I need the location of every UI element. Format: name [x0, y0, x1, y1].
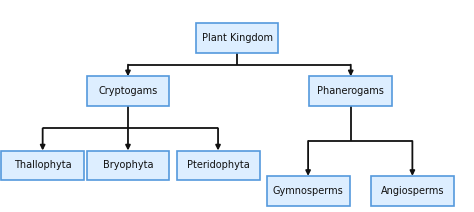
Text: Thallophyta: Thallophyta — [14, 160, 72, 170]
Text: Plant Kingdom: Plant Kingdom — [201, 33, 273, 43]
Text: Bryophyta: Bryophyta — [103, 160, 153, 170]
Text: Angiosperms: Angiosperms — [381, 186, 444, 196]
FancyBboxPatch shape — [266, 176, 350, 206]
FancyBboxPatch shape — [371, 176, 454, 206]
Text: Phanerogams: Phanerogams — [317, 86, 384, 96]
Text: Gymnosperms: Gymnosperms — [273, 186, 344, 196]
FancyBboxPatch shape — [309, 76, 392, 106]
FancyBboxPatch shape — [1, 151, 84, 180]
Text: Pteridophyta: Pteridophyta — [187, 160, 249, 170]
FancyBboxPatch shape — [195, 23, 278, 53]
FancyBboxPatch shape — [176, 151, 260, 180]
FancyBboxPatch shape — [86, 151, 170, 180]
FancyBboxPatch shape — [86, 76, 170, 106]
Text: Cryptogams: Cryptogams — [99, 86, 157, 96]
